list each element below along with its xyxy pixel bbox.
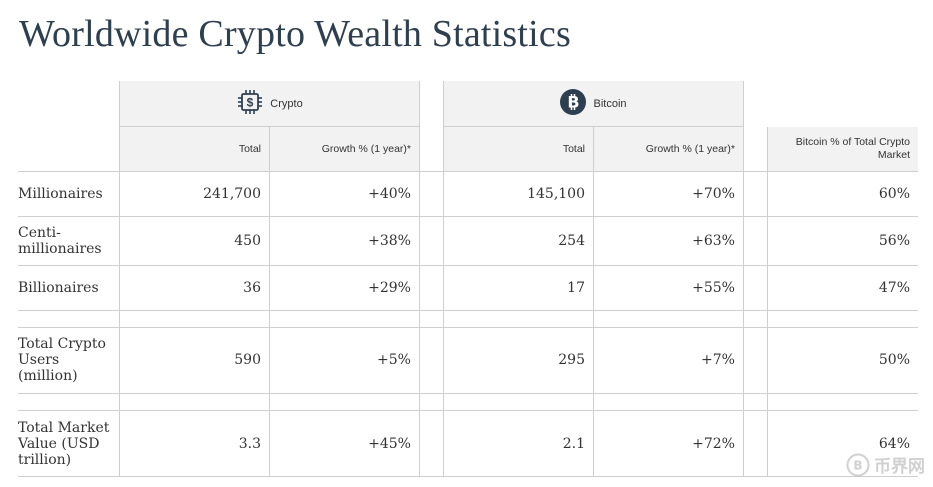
row-divider — [18, 476, 918, 477]
column-divider — [443, 81, 444, 476]
crypto-total-cell: 241,700 — [203, 186, 261, 202]
watermark-coin-icon: B — [846, 453, 870, 476]
row-divider — [18, 393, 918, 394]
bitcoin-total-cell: 17 — [567, 280, 585, 296]
header-divider — [443, 126, 743, 127]
bitcoin-group-label: Bitcoin — [593, 97, 627, 110]
column-divider — [743, 81, 744, 476]
crypto-total-cell: 36 — [243, 280, 261, 296]
row-label: Total Market Value (USD trillion) — [18, 419, 110, 468]
column-divider — [269, 127, 270, 476]
row-divider — [18, 410, 918, 411]
crypto-growth-cell: +40% — [368, 186, 411, 202]
bitcoin-total-cell: 254 — [558, 233, 585, 249]
svg-text:B: B — [853, 458, 862, 472]
row-divider — [18, 171, 918, 172]
btc-share-header-bg — [768, 127, 918, 171]
btc-share-cell: 50% — [878, 352, 910, 368]
row-divider — [18, 327, 918, 328]
btc-share-cell: 60% — [878, 186, 910, 202]
crypto-group-label: Crypto — [270, 97, 303, 110]
bitcoin-icon: B — [559, 88, 587, 119]
bitcoin-total-cell: 295 — [558, 352, 585, 368]
bitcoin-total-cell: 145,100 — [527, 186, 585, 202]
btc-share-cell: 64% — [878, 435, 910, 452]
watermark: B 币界网 — [846, 452, 925, 477]
crypto-total-header: Total — [238, 142, 261, 155]
btc-share-cell: 56% — [878, 233, 910, 249]
column-divider — [767, 127, 768, 476]
row-label: Billionaires — [18, 280, 99, 296]
column-divider — [593, 127, 594, 476]
bitcoin-growth-header: Growth % (1 year)* — [645, 142, 735, 155]
bitcoin-growth-cell: +55% — [692, 280, 735, 296]
bitcoin-growth-cell: +63% — [692, 233, 735, 249]
chip-dollar-icon: $ — [236, 88, 264, 119]
watermark-text: 币界网 — [874, 457, 925, 477]
bitcoin-group-header: B Bitcoin — [443, 81, 743, 126]
row-divider — [18, 310, 918, 311]
crypto-growth-cell: +29% — [368, 280, 411, 296]
crypto-group-header: $ Crypto — [120, 81, 419, 126]
crypto-total-cell: 450 — [234, 233, 261, 249]
btc-share-cell: 47% — [878, 280, 910, 296]
btc-share-header: Bitcoin % of Total Crypto Market — [795, 136, 910, 161]
bitcoin-growth-cell: +70% — [692, 186, 735, 202]
page-title: Worldwide Crypto Wealth Statistics — [19, 13, 571, 55]
crypto-growth-cell: +38% — [368, 233, 411, 249]
row-divider — [18, 265, 918, 266]
bitcoin-total-cell: 2.1 — [562, 435, 585, 452]
column-divider — [419, 81, 420, 476]
column-divider — [119, 81, 120, 476]
row-label: Millionaires — [18, 186, 103, 202]
crypto-growth-cell: +45% — [368, 435, 411, 452]
svg-text:B: B — [568, 93, 580, 112]
crypto-total-cell: 590 — [234, 352, 261, 368]
header-divider — [120, 126, 419, 127]
bitcoin-growth-cell: +7% — [701, 352, 735, 368]
row-divider — [18, 216, 918, 217]
svg-text:$: $ — [247, 96, 254, 110]
row-label: Centi- millionaires — [18, 225, 102, 257]
bitcoin-growth-cell: +72% — [692, 435, 735, 452]
crypto-total-cell: 3.3 — [238, 435, 261, 452]
crypto-growth-cell: +5% — [377, 352, 411, 368]
crypto-growth-header: Growth % (1 year)* — [321, 142, 411, 155]
row-label: Total Crypto Users (million) — [18, 336, 106, 384]
bitcoin-total-header: Total — [562, 142, 585, 155]
